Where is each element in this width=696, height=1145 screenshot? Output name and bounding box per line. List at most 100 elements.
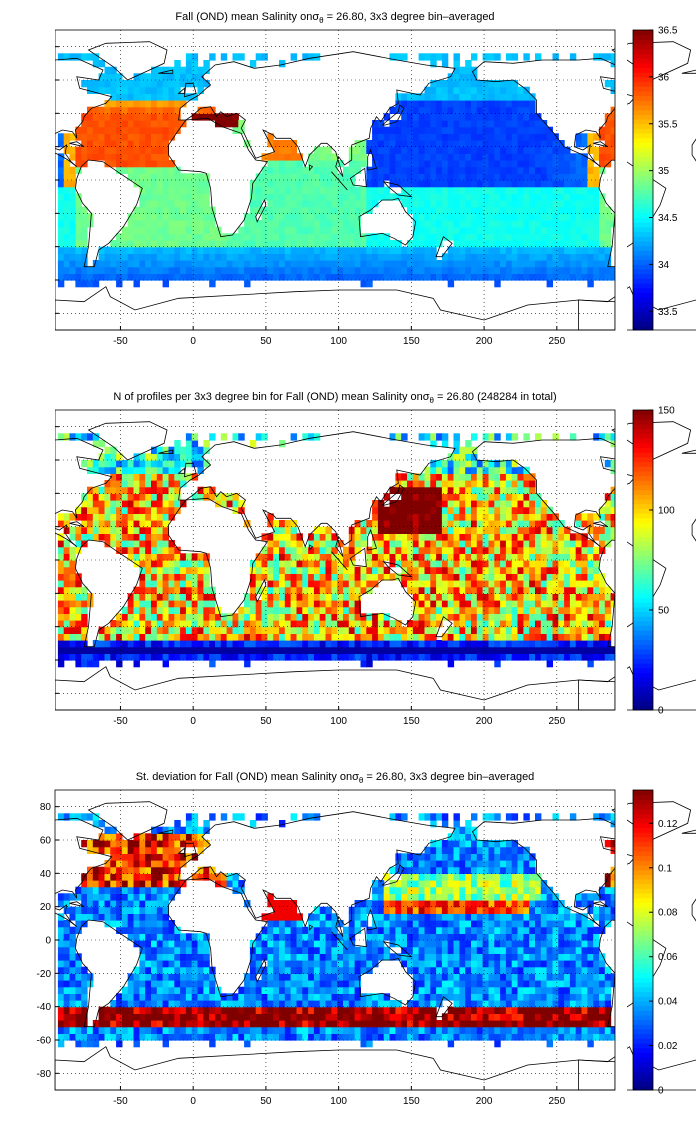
heatmap-cell [599, 213, 605, 220]
heatmap-cell [419, 600, 425, 607]
heatmap-cell [105, 147, 111, 154]
heatmap-cell [174, 73, 180, 80]
heatmap-cell [494, 107, 500, 114]
heatmap-cell [547, 600, 553, 607]
heatmap-cell [523, 527, 529, 534]
heatmap-cell [122, 100, 128, 107]
heatmap-cell [378, 547, 384, 554]
heatmap-cell [471, 260, 477, 267]
heatmap-cell [116, 260, 122, 267]
heatmap-cell [465, 147, 471, 154]
heatmap-cell [198, 567, 204, 574]
heatmap-cell [320, 187, 326, 194]
heatmap-cell [122, 993, 128, 1000]
heatmap-cell [477, 160, 483, 167]
heatmap-cell [425, 113, 431, 120]
heatmap-cell [512, 580, 518, 587]
heatmap-cell [157, 200, 163, 207]
colorbar-segment [633, 410, 653, 415]
heatmap-cell [459, 607, 465, 614]
heatmap-cell [518, 93, 524, 100]
heatmap-cell [564, 533, 570, 540]
heatmap-cell [64, 620, 70, 627]
heatmap-cell [145, 167, 151, 174]
heatmap-cell [459, 513, 465, 520]
heatmap-cell [576, 567, 582, 574]
heatmap-cell [372, 513, 378, 520]
heatmap-cell [151, 593, 157, 600]
heatmap-cell [116, 920, 122, 927]
heatmap-cell [535, 173, 541, 180]
heatmap-cell [390, 267, 396, 274]
heatmap-cell [326, 227, 332, 234]
colorbar-segment [633, 696, 653, 701]
heatmap-cell [395, 553, 401, 560]
heatmap-cell [349, 560, 355, 567]
colorbar-segment [633, 701, 653, 706]
heatmap-cell [157, 273, 163, 280]
heatmap-cell [489, 513, 495, 520]
heatmap-cell [320, 593, 326, 600]
heatmap-cell [401, 140, 407, 147]
heatmap-cell [564, 167, 570, 174]
heatmap-cell [494, 233, 500, 240]
heatmap-cell [558, 233, 564, 240]
heatmap-cell [326, 220, 332, 227]
heatmap-cell [128, 500, 134, 507]
heatmap-cell [302, 600, 308, 607]
heatmap-cell [110, 920, 116, 927]
heatmap-cell [122, 847, 128, 854]
heatmap-cell [442, 213, 448, 220]
heatmap-cell [116, 633, 122, 640]
heatmap-cell [378, 540, 384, 547]
heatmap-cell [547, 153, 553, 160]
heatmap-cell [529, 153, 535, 160]
heatmap-cell [279, 247, 285, 254]
heatmap-cell [314, 173, 320, 180]
heatmap-cell [291, 200, 297, 207]
heatmap-cell [349, 193, 355, 200]
heatmap-cell [122, 233, 128, 240]
heatmap-cell [198, 260, 204, 267]
heatmap-cell [442, 260, 448, 267]
heatmap-cell [139, 247, 145, 254]
heatmap-cell [186, 193, 192, 200]
heatmap-cell [64, 980, 70, 987]
heatmap-cell [576, 200, 582, 207]
heatmap-cell [390, 140, 396, 147]
heatmap-cell [75, 213, 81, 220]
colorbar-segment [633, 541, 653, 546]
heatmap-cell [291, 560, 297, 567]
heatmap-cell [151, 513, 157, 520]
heatmap-cell [454, 87, 460, 94]
heatmap-cell [489, 480, 495, 487]
heatmap-cell [128, 600, 134, 607]
heatmap-cell [110, 140, 116, 147]
heatmap-cell [186, 433, 192, 440]
heatmap-cell [134, 480, 140, 487]
heatmap-cell [93, 120, 99, 127]
heatmap-cell [58, 253, 64, 260]
heatmap-cell [163, 527, 169, 534]
heatmap-cell [564, 580, 570, 587]
heatmap-cell [471, 520, 477, 527]
heatmap-cell [203, 593, 209, 600]
heatmap-cell [110, 253, 116, 260]
heatmap-cell [314, 567, 320, 574]
heatmap-cell [151, 487, 157, 494]
heatmap-cell [192, 567, 198, 574]
heatmap-cell [483, 580, 489, 587]
heatmap-cell [506, 167, 512, 174]
heatmap-cell [425, 600, 431, 607]
heatmap-cell [58, 513, 64, 520]
heatmap-cell [518, 187, 524, 194]
heatmap-cell [570, 240, 576, 247]
heatmap-cell [593, 180, 599, 187]
heatmap-cell [425, 653, 431, 660]
heatmap-cell [558, 213, 564, 220]
heatmap-cell [518, 233, 524, 240]
heatmap-cell [518, 487, 524, 494]
heatmap-cell [523, 627, 529, 634]
heatmap-cell [64, 960, 70, 967]
heatmap-cell [116, 140, 122, 147]
